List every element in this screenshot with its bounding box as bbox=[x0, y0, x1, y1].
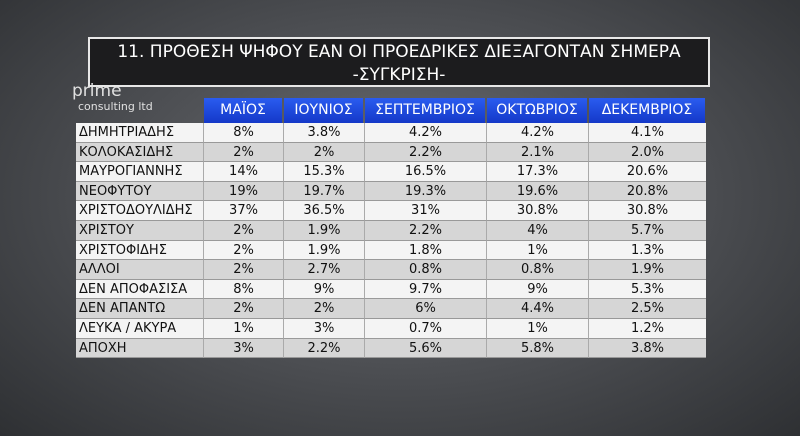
row-label: ΑΠΟΧΗ bbox=[76, 338, 203, 359]
column-header: ΙΟΥΝΙΟΣ bbox=[284, 98, 363, 123]
cell-value: 3.8% bbox=[588, 338, 706, 359]
cell-value: 2.2% bbox=[364, 142, 486, 163]
cell-value: 1.2% bbox=[588, 319, 706, 339]
cell-value: 2.2% bbox=[364, 221, 486, 241]
cell-value: 14% bbox=[203, 162, 283, 182]
cell-value: 20.6% bbox=[588, 162, 706, 182]
logo-tagline: consulting ltd bbox=[78, 100, 153, 113]
cell-value: 4.2% bbox=[364, 123, 486, 143]
cell-value: 19.3% bbox=[364, 181, 486, 202]
cell-value: 2.1% bbox=[486, 142, 588, 163]
cell-value: 31% bbox=[364, 201, 486, 221]
cell-value: 1.9% bbox=[283, 221, 364, 241]
cell-value: 5.6% bbox=[364, 338, 486, 359]
cell-value: 1.9% bbox=[588, 260, 706, 280]
cell-value: 2.7% bbox=[283, 260, 364, 280]
cell-value: 2% bbox=[203, 221, 283, 241]
cell-value: 0.8% bbox=[486, 260, 588, 280]
column-header: ΔΕΚΕΜΒΡΙΟΣ bbox=[589, 98, 705, 123]
cell-value: 30.8% bbox=[486, 201, 588, 221]
row-label: ΔΕΝ ΑΠΑΝΤΩ bbox=[76, 299, 203, 319]
cell-value: 1.8% bbox=[364, 240, 486, 261]
cell-value: 5.7% bbox=[588, 221, 706, 241]
cell-value: 5.3% bbox=[588, 279, 706, 300]
row-label: ΝΕΟΦΥΤΟΥ bbox=[76, 181, 203, 202]
cell-value: 2.0% bbox=[588, 142, 706, 163]
cell-value: 8% bbox=[203, 123, 283, 143]
cell-value: 4.1% bbox=[588, 123, 706, 143]
row-label: ΧΡΙΣΤΟΦΙΔΗΣ bbox=[76, 240, 203, 261]
row-label: ΛΕΥΚΑ / ΑΚΥΡΑ bbox=[76, 319, 203, 339]
cell-value: 19.6% bbox=[486, 181, 588, 202]
cell-value: 19% bbox=[203, 181, 283, 202]
title-box: 11. ΠΡΟΘΕΣΗ ΨΗΦΟΥ ΕΑΝ ΟΙ ΠΡΟΕΔΡΙΚΕΣ ΔΙΕΞ… bbox=[88, 37, 710, 87]
cell-value: 1% bbox=[486, 319, 588, 339]
cell-value: 36.5% bbox=[283, 201, 364, 221]
cell-value: 4% bbox=[486, 221, 588, 241]
cell-value: 15.3% bbox=[283, 162, 364, 182]
cell-value: 9% bbox=[283, 279, 364, 300]
row-label: ΜΑΥΡΟΓΙΑΝΝΗΣ bbox=[76, 162, 203, 182]
cell-value: 1% bbox=[486, 240, 588, 261]
cell-value: 17.3% bbox=[486, 162, 588, 182]
subtitle: -ΣΥΓΚΡΙΣΗ- bbox=[352, 65, 446, 85]
cell-value: 37% bbox=[203, 201, 283, 221]
cell-value: 2.5% bbox=[588, 299, 706, 319]
cell-value: 0.7% bbox=[364, 319, 486, 339]
cell-value: 2% bbox=[283, 299, 364, 319]
cell-value: 4.2% bbox=[486, 123, 588, 143]
logo: prime consulting ltd bbox=[72, 81, 153, 114]
cell-value: 20.8% bbox=[588, 181, 706, 202]
column-header: ΣΕΠΤΕΜΒΡΙΟΣ bbox=[365, 98, 485, 123]
cell-value: 6% bbox=[364, 299, 486, 319]
column-header: ΟΚΤΩΒΡΙΟΣ bbox=[487, 98, 587, 123]
cell-value: 2.2% bbox=[283, 338, 364, 359]
row-label: ΧΡΙΣΤΟΥ bbox=[76, 221, 203, 241]
cell-value: 2% bbox=[283, 142, 364, 163]
column-header: ΜΑΪΟΣ bbox=[204, 98, 282, 123]
cell-value: 3% bbox=[203, 338, 283, 359]
cell-value: 1.9% bbox=[283, 240, 364, 261]
cell-value: 19.7% bbox=[283, 181, 364, 202]
cell-value: 2% bbox=[203, 240, 283, 261]
cell-value: 0.8% bbox=[364, 260, 486, 280]
cell-value: 5.8% bbox=[486, 338, 588, 359]
row-label: ΧΡΙΣΤΟΔΟΥΛΙΔΗΣ bbox=[76, 201, 203, 221]
cell-value: 2% bbox=[203, 260, 283, 280]
row-label: ΚΟΛΟΚΑΣΙΔΗΣ bbox=[76, 142, 203, 163]
cell-value: 9.7% bbox=[364, 279, 486, 300]
cell-value: 4.4% bbox=[486, 299, 588, 319]
cell-value: 30.8% bbox=[588, 201, 706, 221]
row-label: ΔΗΜΗΤΡΙΑΔΗΣ bbox=[76, 123, 203, 143]
cell-value: 8% bbox=[203, 279, 283, 300]
title: 11. ΠΡΟΘΕΣΗ ΨΗΦΟΥ ΕΑΝ ΟΙ ΠΡΟΕΔΡΙΚΕΣ ΔΙΕΞ… bbox=[117, 42, 681, 62]
cell-value: 2% bbox=[203, 299, 283, 319]
cell-value: 3% bbox=[283, 319, 364, 339]
cell-value: 1% bbox=[203, 319, 283, 339]
cell-value: 1.3% bbox=[588, 240, 706, 261]
cell-value: 3.8% bbox=[283, 123, 364, 143]
row-label: ΔΕΝ ΑΠΟΦΑΣΙΣΑ bbox=[76, 279, 203, 300]
cell-value: 2% bbox=[203, 142, 283, 163]
logo-name: prime bbox=[72, 81, 122, 101]
row-label: ΑΛΛΟΙ bbox=[76, 260, 203, 280]
cell-value: 9% bbox=[486, 279, 588, 300]
cell-value: 16.5% bbox=[364, 162, 486, 182]
